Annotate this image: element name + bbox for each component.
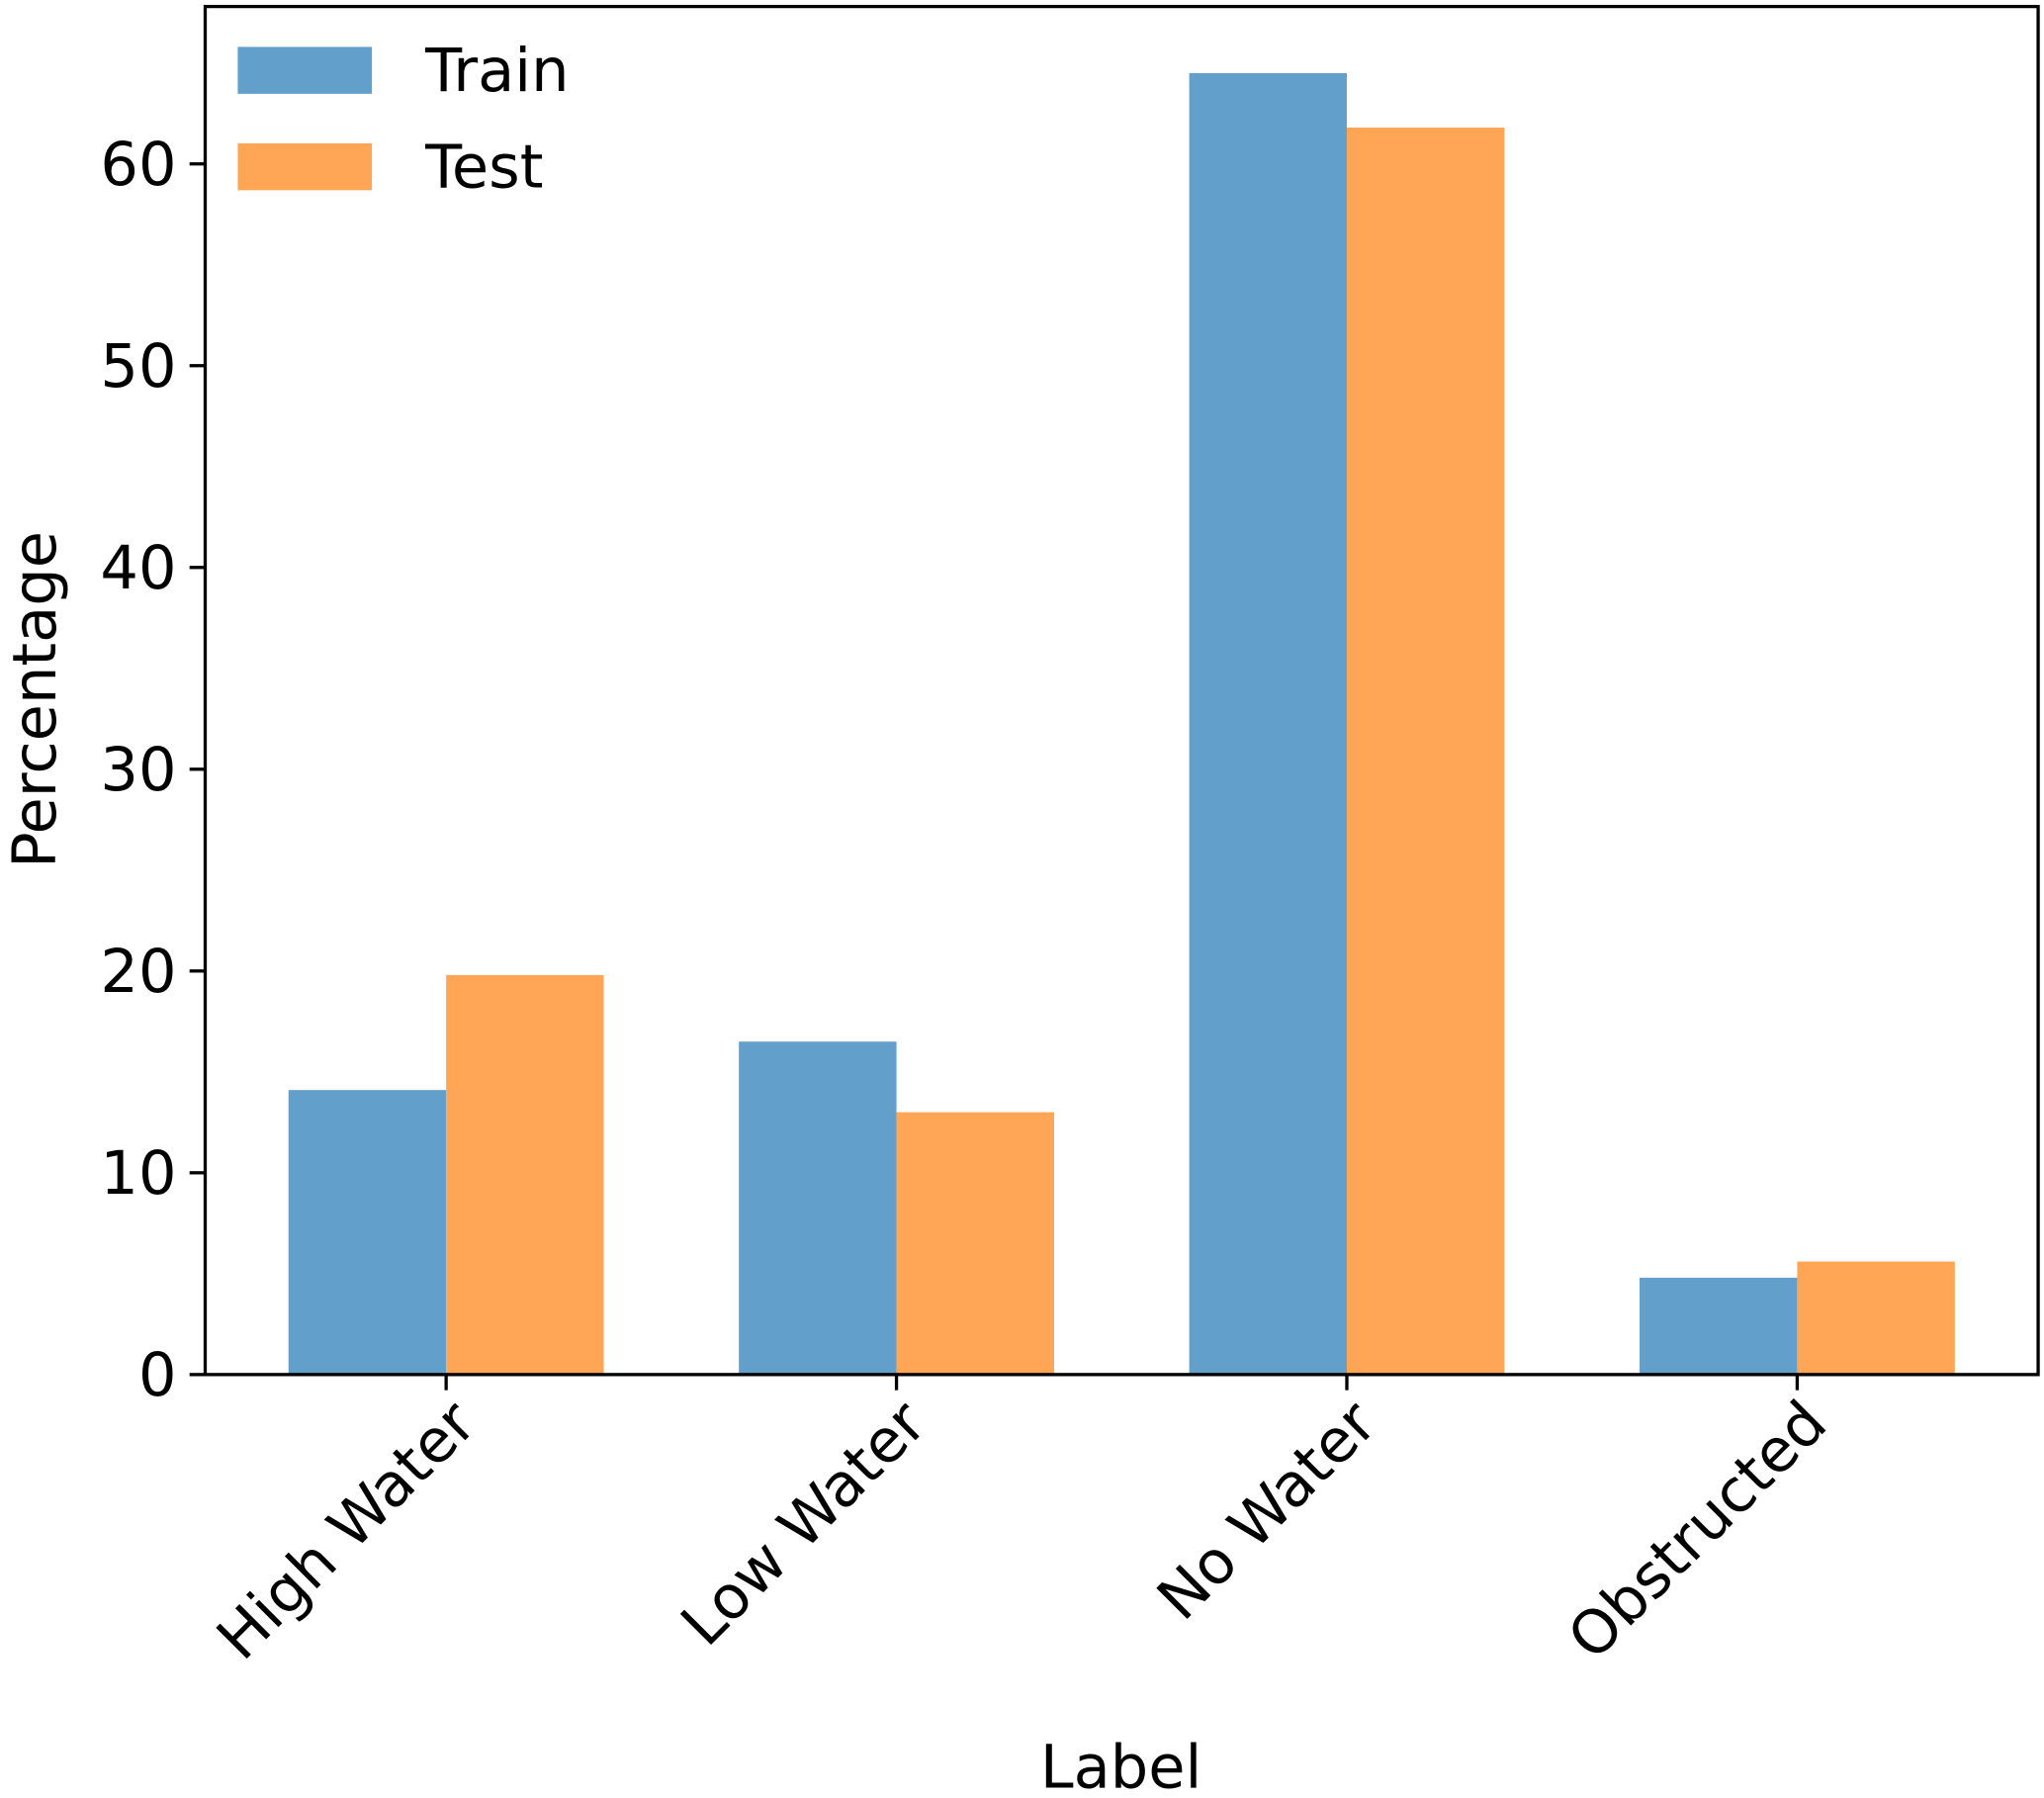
x-tick-label: No Water: [1144, 1389, 1389, 1634]
bar-test-0: [446, 974, 604, 1375]
legend-swatch-test: [237, 142, 373, 191]
y-axis: 0 10 20 30 40 50 60: [100, 131, 206, 1410]
y-tick-label: 40: [100, 534, 176, 603]
bar-test-2: [1346, 127, 1505, 1375]
plot-frame: [203, 4, 2040, 1377]
y-tick-label: 50: [100, 332, 176, 402]
bar-train-0: [288, 1090, 447, 1375]
y-tick-label: 30: [100, 736, 176, 805]
bars: [288, 72, 1955, 1375]
bar-test-1: [896, 1112, 1054, 1375]
x-axis-label: Label: [1040, 1733, 1201, 1798]
x-tick-label: Low Water: [668, 1389, 939, 1660]
y-tick-label: 60: [100, 131, 176, 200]
y-tick-label: 20: [100, 938, 176, 1007]
legend-swatch-train: [237, 46, 373, 94]
legend-label-train: Train: [424, 37, 569, 106]
bar-train-3: [1640, 1277, 1798, 1375]
legend-label-test: Test: [424, 134, 543, 203]
y-tick-label: 0: [138, 1341, 177, 1410]
bar-train-1: [739, 1041, 897, 1375]
legend: Train Test: [237, 37, 570, 203]
x-tick-label: Obstructed: [1555, 1389, 1840, 1673]
bar-train-2: [1189, 72, 1347, 1375]
y-axis-label: Percentage: [1, 531, 70, 868]
x-tick-label: High Water: [204, 1389, 489, 1673]
bar-test-3: [1797, 1261, 1955, 1375]
x-axis: High Water Low Water No Water Obstructed: [204, 1374, 1840, 1673]
y-tick-label: 10: [100, 1139, 176, 1209]
